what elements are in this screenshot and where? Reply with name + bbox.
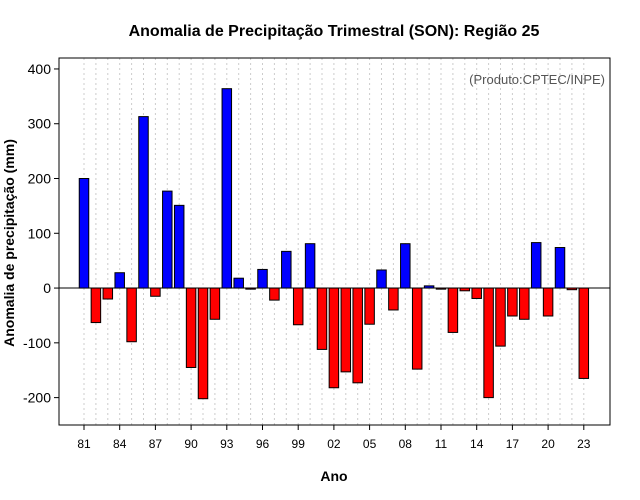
bar-2010 [423, 285, 435, 289]
x-tick-label: 81 [77, 437, 91, 451]
bar-1983 [102, 287, 114, 300]
bar-1992 [209, 287, 221, 320]
y-tick-label: 200 [28, 171, 52, 187]
y-axis: -200 -100 0 100 200 300 400 [23, 61, 59, 406]
bar-1997 [269, 287, 280, 301]
x-tick-label: 05 [363, 437, 377, 451]
bar-2002 [328, 287, 340, 389]
x-tick-label: 23 [577, 437, 591, 451]
bar-2006 [376, 269, 387, 289]
bar-2011 [435, 287, 447, 290]
bar-1988 [162, 190, 173, 289]
gridlines [83, 58, 585, 425]
bar-1987 [150, 287, 161, 297]
bar-1985 [126, 287, 137, 343]
bar-1990 [185, 287, 197, 368]
bar-2007 [388, 287, 399, 311]
x-axis: 81 84 87 90 93 96 99 02 05 08 11 14 17 20 23 [77, 425, 591, 451]
bars-group [78, 88, 590, 400]
bar-2020 [542, 287, 554, 317]
bar-2023 [578, 287, 590, 379]
bar-1994 [233, 277, 244, 289]
x-tick-label: 96 [256, 437, 270, 451]
bar-1984 [114, 272, 125, 289]
bar-2008 [400, 243, 411, 289]
y-tick-label: 300 [28, 116, 52, 132]
x-tick-label: 99 [292, 437, 306, 451]
bar-2019 [530, 242, 542, 289]
bar-2021 [554, 247, 566, 289]
x-tick-label: 93 [220, 437, 234, 451]
y-tick-label: -200 [23, 390, 51, 406]
x-tick-label: 87 [149, 437, 163, 451]
product-credit: (Produto:CPTEC/INPE) [469, 72, 605, 87]
bar-2004 [352, 287, 363, 384]
bar-1989 [173, 204, 185, 289]
bar-2012 [447, 287, 459, 333]
bar-2005 [364, 287, 375, 325]
bar-2015 [483, 287, 494, 399]
bar-1996 [257, 268, 268, 289]
bar-1986 [138, 116, 149, 289]
x-tick-label: 17 [506, 437, 520, 451]
y-tick-label: -100 [23, 335, 51, 351]
bar-1991 [197, 287, 209, 400]
bar-2003 [340, 287, 352, 373]
y-tick-label: 0 [43, 280, 51, 296]
bar-2000 [304, 243, 316, 289]
x-tick-label: 84 [113, 437, 127, 451]
bar-2009 [411, 287, 423, 370]
bar-1999 [292, 287, 304, 326]
bar-2013 [459, 287, 471, 292]
x-tick-label: 02 [327, 437, 341, 451]
x-tick-label: 20 [541, 437, 555, 451]
x-axis-title: Ano [320, 468, 347, 484]
bar-2017 [507, 287, 518, 317]
bar-2022 [566, 287, 578, 291]
bar-2001 [316, 287, 328, 350]
plot-frame [58, 57, 611, 426]
bar-1982 [90, 287, 102, 324]
bar-1995 [245, 287, 256, 290]
bar-1993 [221, 88, 233, 289]
bar-2018 [519, 287, 530, 320]
y-tick-label: 400 [28, 61, 52, 77]
x-tick-label: 14 [470, 437, 484, 451]
x-tick-label: 90 [184, 437, 198, 451]
bar-1981 [78, 178, 90, 289]
bar-2016 [495, 287, 506, 347]
bar-1998 [281, 250, 292, 289]
y-tick-label: 100 [28, 225, 52, 241]
x-tick-label: 08 [399, 437, 413, 451]
y-axis-title: Anomalia de precipitação (mm) [1, 139, 17, 347]
chart-title: Anomalia de Precipitação Trimestral (SON… [129, 23, 540, 40]
bar-2014 [471, 287, 482, 299]
x-tick-label: 11 [435, 437, 448, 451]
